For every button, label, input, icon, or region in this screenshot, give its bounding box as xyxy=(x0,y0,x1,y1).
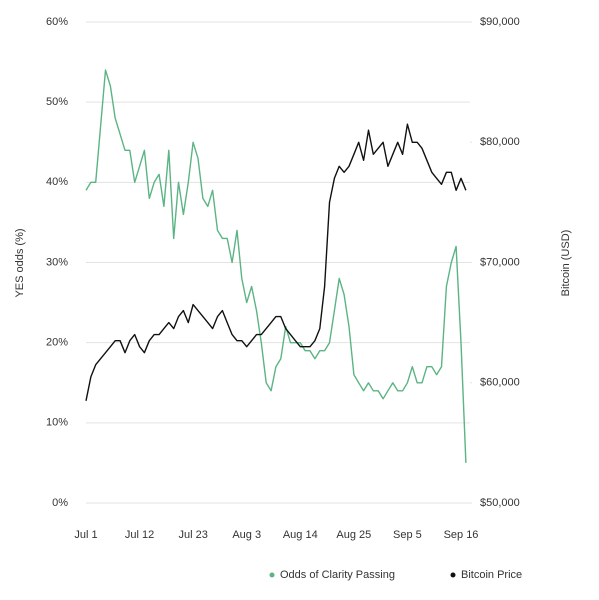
y-tick-label: 30% xyxy=(46,256,68,268)
legend-marker xyxy=(450,572,456,578)
y2-axis-label: Bitcoin (USD) xyxy=(560,230,572,297)
x-tick-label: Aug 25 xyxy=(336,529,371,541)
y2-tick-label: $80,000 xyxy=(480,136,520,148)
legend-marker xyxy=(269,572,275,578)
y-tick-label: 50% xyxy=(46,96,68,108)
x-tick-label: Aug 3 xyxy=(232,529,261,541)
y-axis-label: YES odds (%) xyxy=(14,228,26,297)
y-tick-label: 60% xyxy=(46,16,68,28)
x-tick-label: Aug 14 xyxy=(283,529,318,541)
y-tick-label: 40% xyxy=(46,176,68,188)
series-line xyxy=(85,69,467,463)
x-tick-label: Jul 1 xyxy=(74,529,97,541)
x-tick-label: Jul 23 xyxy=(178,529,207,541)
y-tick-label: 20% xyxy=(46,337,68,349)
y2-tick-label: $90,000 xyxy=(480,16,520,28)
x-tick-label: Jul 12 xyxy=(125,529,154,541)
legend-label: Bitcoin Price xyxy=(461,569,522,581)
y-tick-label: 0% xyxy=(52,497,68,509)
x-tick-label: Sep 5 xyxy=(393,529,422,541)
y2-tick-label: $50,000 xyxy=(480,497,520,509)
legend-label: Odds of Clarity Passing xyxy=(280,569,395,581)
series-line xyxy=(85,123,467,401)
y-tick-label: 10% xyxy=(46,417,68,429)
y2-tick-label: $60,000 xyxy=(480,377,520,389)
x-tick-label: Sep 16 xyxy=(444,529,479,541)
y2-tick-label: $70,000 xyxy=(480,256,520,268)
